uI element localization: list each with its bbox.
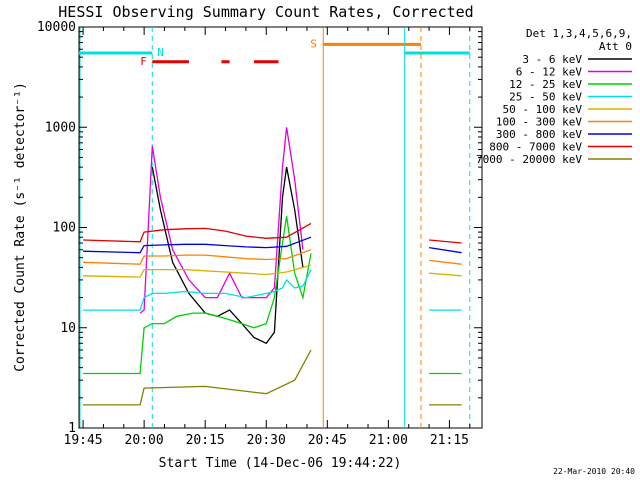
series-line-9 (83, 349, 312, 406)
footer-timestamp: 22-Mar-2010 20:40 (553, 467, 635, 476)
legend-label: 300 - 800 keV (496, 128, 582, 141)
x-tick-label: 21:00 (369, 433, 408, 448)
legend-label: 7000 - 20000 keV (476, 153, 582, 166)
chart-title: HESSI Observing Summary Count Rates, Cor… (58, 3, 473, 21)
series-line-2 (139, 127, 304, 314)
series-line-3 (83, 216, 312, 375)
x-axis: 19:45 20:00 20:15 20:30 20:45 21:00 21:15 (64, 27, 471, 448)
y-axis-label: Corrected Count Rate (s⁻¹ detector⁻¹) (13, 82, 28, 372)
series-line-6 (83, 249, 312, 265)
series-layer (83, 127, 462, 406)
y-tick-label: 100 (53, 221, 76, 236)
legend-label: 25 - 50 keV (509, 91, 582, 104)
flare-marker-label: F (140, 55, 147, 68)
x-tick-label: 20:30 (247, 433, 286, 448)
x-tick-label: 20:15 (186, 433, 225, 448)
series-line-7 (83, 236, 312, 254)
legend-header-line-1: Det 1,3,4,5,6,9, (526, 27, 632, 40)
x-tick-label: 21:15 (430, 433, 469, 448)
series-line-8 (83, 222, 312, 243)
y-axis: 1 10 100 1000 10000 (37, 20, 482, 436)
y-tick-label: 1000 (45, 120, 76, 135)
series-line-after-gap-3 (429, 259, 462, 265)
y-tick-label: 10000 (37, 20, 76, 35)
legend-label: 3 - 6 keV (522, 53, 582, 66)
night-marker-label: N (157, 46, 164, 59)
y-tick-label: 10 (60, 321, 76, 336)
x-tick-label: 20:00 (125, 433, 164, 448)
saa-marker-label: S (310, 37, 317, 50)
legend-label: 800 - 7000 keV (489, 141, 582, 154)
x-axis-label: Start Time (14-Dec-06 19:44:22) (159, 456, 402, 471)
x-tick-label: 19:45 (64, 433, 103, 448)
series-line-4 (83, 269, 312, 311)
legend-header-line-2: Att 0 (599, 40, 632, 53)
series-line-after-gap-2 (428, 246, 462, 254)
legend-label: 12 - 25 keV (509, 78, 582, 91)
y-tick-label: 1 (68, 421, 76, 436)
legend-label: 100 - 300 keV (496, 116, 582, 129)
marker-layer: NF S (79, 27, 471, 428)
x-tick-label: 20:45 (308, 433, 347, 448)
series-line-after-gap-1 (429, 239, 462, 244)
series-line-after-gap-4 (429, 272, 462, 277)
series-line-5 (83, 264, 312, 278)
legend-label: 6 - 12 keV (516, 66, 583, 79)
legend-label: 50 - 100 keV (503, 103, 583, 116)
